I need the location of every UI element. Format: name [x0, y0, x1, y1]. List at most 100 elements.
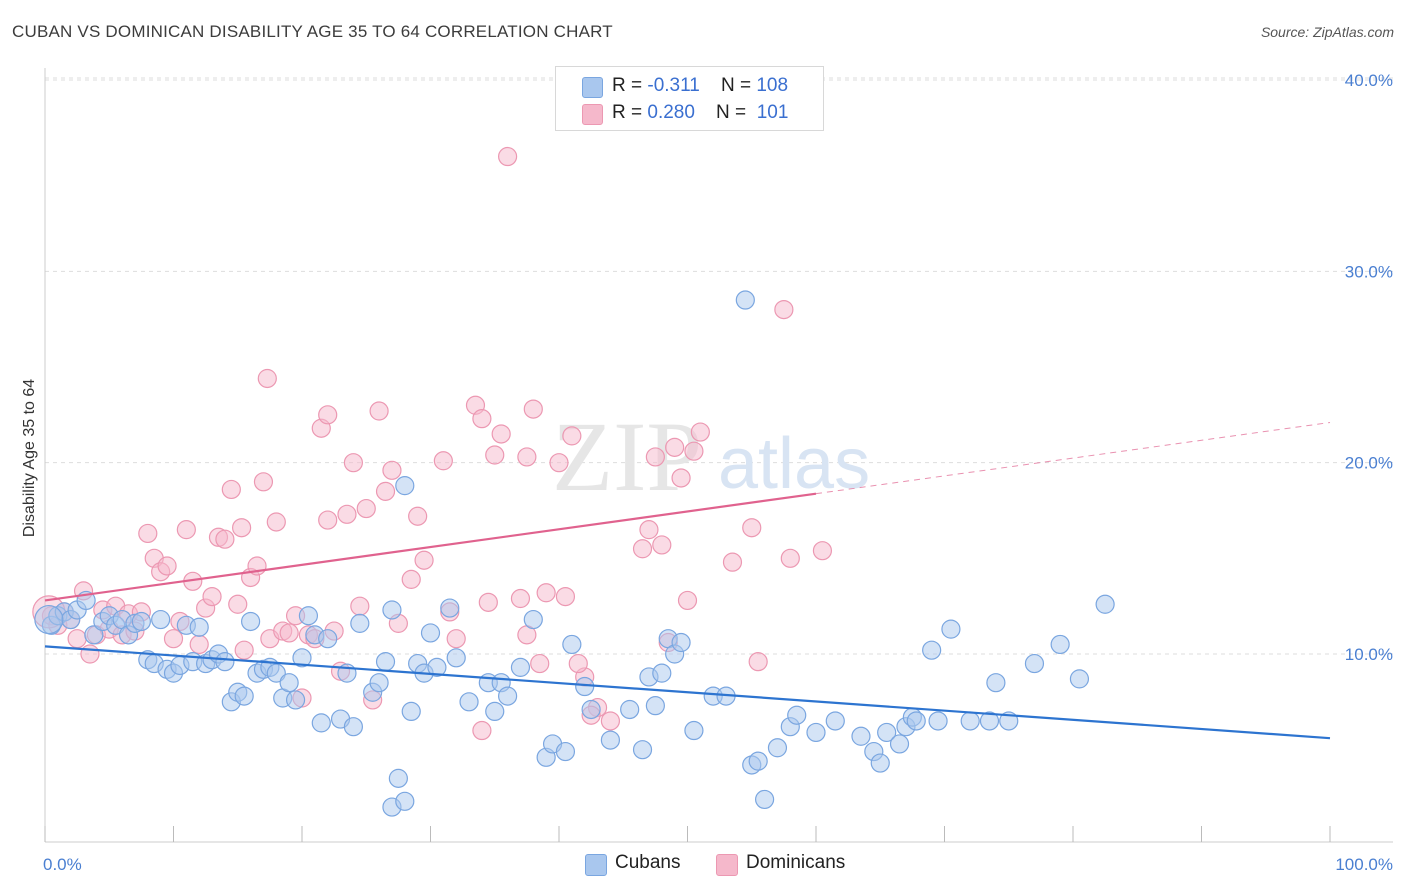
dominicans-point — [530, 653, 550, 674]
cubans-point — [825, 711, 845, 731]
chart-title: CUBAN VS DOMINICAN DISABILITY AGE 35 TO … — [12, 22, 613, 41]
y-tick-label: 10.0% — [1345, 645, 1393, 664]
cubans-point — [420, 623, 441, 643]
cubans-point — [382, 600, 402, 620]
dominicans-point — [215, 529, 235, 549]
dominicans-point — [234, 640, 254, 660]
dominicans-legend-label: Dominicans — [746, 852, 846, 873]
cubans-point — [1069, 669, 1090, 689]
cubans-point — [234, 686, 254, 706]
dominicans-point — [568, 653, 588, 674]
cubans-point — [748, 751, 768, 771]
cubans-n-label: N = — [720, 75, 757, 96]
cubans-point — [131, 611, 151, 632]
x-tick-label-min: 0.0% — [43, 855, 82, 874]
dominicans-point — [401, 569, 421, 589]
dominicans-point — [228, 594, 248, 614]
dominicans-point — [318, 405, 338, 425]
y-tick-label: 20.0% — [1345, 454, 1393, 473]
dominicans-point — [536, 583, 556, 603]
watermark: ZIP atlas — [552, 401, 870, 512]
dominicans-swatch — [582, 104, 603, 125]
cubans-point — [215, 652, 235, 672]
axes — [44, 68, 1393, 843]
cubans-point — [395, 791, 415, 811]
chart-source: Source: ZipAtlas.com — [1260, 24, 1394, 40]
cubans-point — [562, 634, 582, 655]
cubans-point — [684, 720, 704, 741]
cubans-point — [754, 789, 775, 810]
cubans-point — [485, 701, 505, 722]
dominicans-point — [369, 401, 389, 421]
cubans-point — [369, 673, 389, 693]
dominicans-r-label: R = — [612, 102, 648, 123]
cubans-point — [922, 640, 942, 660]
dominicans-point — [232, 518, 252, 538]
cubans-point — [395, 476, 415, 496]
cubans-point — [298, 606, 319, 626]
dominicans-point — [600, 711, 621, 731]
dominicans-point — [639, 520, 659, 540]
dominicans-point — [337, 504, 357, 524]
dominicans-point — [684, 441, 704, 461]
cubans-point — [767, 738, 788, 758]
dominicans-point — [433, 451, 453, 471]
dominicans-point — [645, 447, 665, 467]
cubans-point — [523, 609, 543, 630]
series-legend: Cubans Dominicans — [0, 852, 1406, 878]
dominicans-point — [472, 409, 492, 429]
dominicans-r-value: 0.280 — [647, 102, 695, 123]
dominicans-point — [189, 634, 209, 655]
dominicans-point — [690, 422, 710, 442]
dominicans-point — [446, 629, 466, 649]
cubans-point — [620, 699, 640, 720]
dominicans-point — [652, 535, 672, 555]
cubans-point — [671, 632, 691, 653]
dominicans-point — [257, 368, 277, 389]
dominicans-point — [408, 506, 428, 526]
cubans-r-value: -0.311 — [647, 75, 700, 96]
dominicans-point — [722, 552, 743, 572]
cubans-point — [311, 713, 331, 733]
cubans-point — [266, 663, 286, 683]
cubans-point — [986, 673, 1006, 693]
dominicans-point — [356, 498, 376, 519]
cubans-point — [375, 652, 396, 672]
dominicans-point — [375, 481, 396, 501]
cubans-r-label: R = — [612, 75, 648, 96]
cubans-point — [979, 711, 1000, 731]
trendlines — [44, 421, 1331, 740]
cubans-point — [343, 717, 363, 737]
x-tick-label-max: 100.0% — [1335, 855, 1393, 874]
dominicans-point — [665, 437, 685, 457]
cubans-point — [1024, 653, 1045, 674]
dominicans-point — [478, 592, 498, 612]
dominicans-point — [742, 518, 762, 538]
stats-legend: R = -0.311 N = 108 R = 0.280 N = 101 — [555, 66, 824, 131]
dominicans-point — [748, 652, 768, 672]
cubans-point — [446, 648, 466, 668]
cubans-point — [459, 692, 479, 712]
dominicans-point — [157, 556, 177, 576]
dominicans-point — [523, 399, 543, 419]
cubans-point — [906, 711, 926, 731]
dominicans-point — [555, 586, 576, 607]
dominicans-point — [163, 629, 184, 649]
dominicans-point — [472, 720, 492, 741]
dominicans-point — [491, 424, 511, 444]
cubans-point — [241, 611, 261, 632]
dominicans-point — [414, 550, 434, 570]
dominicans-n-value: 101 — [756, 102, 789, 123]
cubans-point — [498, 686, 518, 706]
cubans-point — [581, 699, 601, 720]
cubans-point — [889, 734, 910, 754]
gridlines — [45, 77, 1393, 655]
cubans-point — [279, 673, 299, 693]
cubans-point — [941, 619, 961, 639]
dominicans-legend-swatch — [716, 854, 738, 876]
dominicans-point — [812, 541, 833, 561]
dominicans-point — [517, 447, 537, 467]
dominicans-point — [253, 472, 274, 492]
cubans-swatch — [582, 77, 603, 98]
cubans-point — [427, 657, 447, 677]
